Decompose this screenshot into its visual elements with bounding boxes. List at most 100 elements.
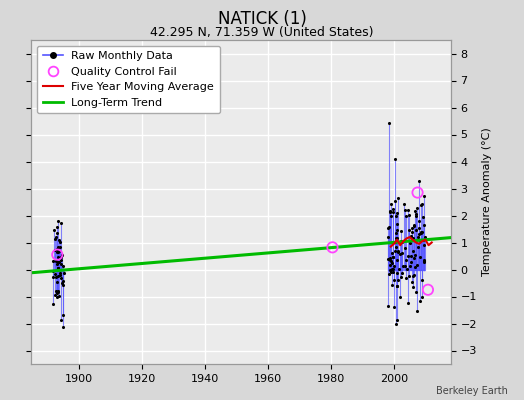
Point	[389, 254, 397, 260]
Point	[58, 252, 66, 258]
Point	[393, 221, 401, 227]
Point	[53, 252, 61, 258]
Point	[406, 240, 414, 247]
Text: Berkeley Earth: Berkeley Earth	[436, 386, 508, 396]
Point	[53, 288, 62, 294]
Point	[397, 274, 406, 280]
Point	[392, 210, 401, 216]
Point	[406, 262, 414, 269]
Point	[413, 308, 421, 314]
Point	[404, 253, 412, 259]
Point	[417, 230, 425, 236]
Point	[394, 195, 402, 201]
Point	[52, 258, 60, 264]
Point	[408, 229, 417, 236]
Point	[402, 257, 410, 264]
Point	[392, 230, 401, 237]
Point	[405, 227, 413, 233]
Point	[414, 234, 422, 241]
Point	[53, 246, 61, 253]
Point	[413, 189, 422, 196]
Point	[402, 266, 411, 272]
Point	[384, 225, 392, 231]
Point	[387, 212, 395, 219]
Point	[412, 204, 421, 211]
Point	[52, 288, 60, 294]
Point	[418, 228, 427, 235]
Point	[391, 321, 400, 327]
Point	[57, 254, 65, 260]
Point	[398, 239, 406, 245]
Point	[56, 270, 64, 277]
Point	[410, 263, 419, 270]
Point	[57, 220, 66, 226]
Point	[49, 300, 58, 307]
Point	[51, 271, 59, 277]
Point	[393, 283, 401, 290]
Point	[53, 248, 62, 255]
Point	[389, 209, 397, 215]
Point	[409, 284, 417, 290]
Point	[415, 225, 423, 232]
Point	[54, 254, 63, 260]
Point	[394, 248, 402, 255]
Point	[57, 317, 65, 324]
Point	[54, 244, 62, 250]
Point	[390, 156, 399, 162]
Text: 42.295 N, 71.359 W (United States): 42.295 N, 71.359 W (United States)	[150, 26, 374, 39]
Point	[53, 218, 62, 225]
Point	[415, 218, 423, 224]
Point	[52, 229, 61, 236]
Point	[404, 207, 412, 214]
Point	[386, 208, 395, 214]
Point	[328, 244, 336, 250]
Point	[405, 273, 413, 279]
Point	[390, 277, 398, 284]
Point	[57, 256, 66, 263]
Point	[59, 324, 67, 330]
Point	[412, 226, 421, 233]
Point	[401, 245, 409, 251]
Point	[393, 283, 401, 289]
Point	[53, 290, 61, 296]
Point	[387, 266, 396, 272]
Y-axis label: Temperature Anomaly (°C): Temperature Anomaly (°C)	[483, 128, 493, 276]
Point	[409, 272, 418, 279]
Point	[56, 244, 64, 250]
Point	[400, 206, 409, 213]
Legend: Raw Monthly Data, Quality Control Fail, Five Year Moving Average, Long-Term Tren: Raw Monthly Data, Quality Control Fail, …	[37, 46, 220, 113]
Point	[385, 271, 393, 278]
Point	[417, 229, 425, 236]
Point	[59, 282, 67, 288]
Point	[392, 234, 401, 241]
Point	[392, 235, 400, 241]
Point	[399, 263, 407, 270]
Point	[396, 293, 404, 300]
Point	[388, 282, 397, 289]
Point	[53, 224, 61, 230]
Point	[392, 244, 400, 250]
Point	[387, 269, 395, 275]
Point	[389, 206, 398, 212]
Point	[420, 258, 428, 264]
Point	[407, 233, 415, 239]
Point	[405, 212, 413, 218]
Point	[51, 247, 59, 253]
Point	[59, 263, 67, 270]
Point	[53, 289, 62, 296]
Point	[384, 234, 392, 240]
Point	[411, 252, 419, 258]
Point	[50, 236, 59, 242]
Point	[410, 208, 419, 214]
Point	[51, 234, 60, 240]
Point	[53, 261, 61, 267]
Point	[389, 266, 397, 272]
Point	[54, 259, 63, 266]
Point	[401, 275, 410, 281]
Point	[54, 265, 62, 271]
Point	[54, 248, 62, 254]
Point	[49, 274, 57, 280]
Point	[57, 261, 65, 267]
Point	[54, 264, 62, 271]
Point	[59, 270, 68, 276]
